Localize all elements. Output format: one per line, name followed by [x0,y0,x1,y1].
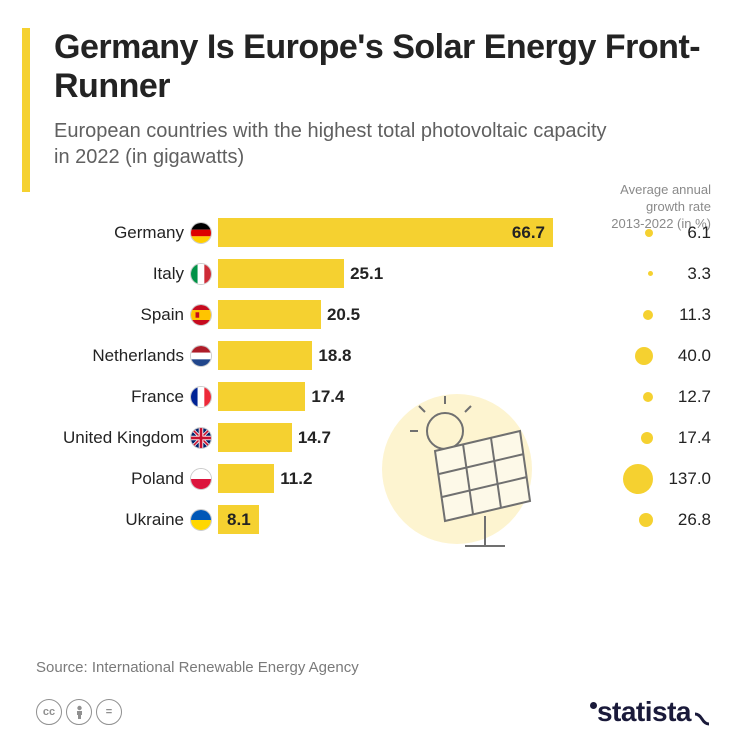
bar-area: 11.2 [218,464,581,493]
chart-row: Ukraine 8.1 26.8 [36,499,711,540]
chart-row: France 17.4 12.7 [36,376,711,417]
statista-logo: statista [590,696,711,728]
country-label: Poland [36,469,190,489]
growth-dot [643,392,653,402]
brand-text: statista [597,696,691,728]
bar-value: 17.4 [311,387,344,407]
growth-col: 11.3 [581,305,711,325]
bar: 25.1 [218,259,344,288]
chart-subtitle: European countries with the highest tota… [54,118,614,170]
growth-value: 17.4 [661,428,711,448]
growth-value: 137.0 [661,469,711,489]
growth-dot [623,464,653,494]
growth-dot [648,271,653,276]
bar-area: 17.4 [218,382,581,411]
growth-dot [641,432,653,444]
flag-icon [190,222,212,244]
growth-dot [635,347,653,365]
flag-icon [190,427,212,449]
source-text: Source: International Renewable Energy A… [36,659,359,676]
nd-icon: = [96,699,122,725]
growth-value: 11.3 [661,305,711,325]
flag-icon [190,304,212,326]
country-label: Germany [36,223,190,243]
chart-title: Germany Is Europe's Solar Energy Front-R… [54,28,711,106]
bar: 20.5 [218,300,321,329]
growth-col: 137.0 [581,464,711,494]
growth-dot [645,229,653,237]
cc-license-badges: cc = [36,699,122,725]
chart-row: Italy 25.1 3.3 [36,253,711,294]
chart-row: United Kingdom 14.7 17.4 [36,417,711,458]
growth-col: 3.3 [581,264,711,284]
bar-area: 66.7 [218,218,581,247]
infographic-container: Germany Is Europe's Solar Energy Front-R… [0,0,747,748]
bar: 14.7 [218,423,292,452]
bar-area: 14.7 [218,423,581,452]
flag-icon [190,386,212,408]
bar: 11.2 [218,464,274,493]
growth-col: 12.7 [581,387,711,407]
growth-col: 26.8 [581,510,711,530]
country-label: Italy [36,264,190,284]
flag-icon [190,345,212,367]
bar-value: 8.1 [227,510,251,530]
country-label: United Kingdom [36,428,190,448]
flag-icon [190,509,212,531]
growth-col: 6.1 [581,223,711,243]
country-label: Spain [36,305,190,325]
growth-col: 40.0 [581,346,711,366]
bar-value: 14.7 [298,428,331,448]
country-label: Ukraine [36,510,190,530]
growth-dot [639,513,653,527]
bar-value: 25.1 [350,264,383,284]
flag-icon [190,263,212,285]
flag-icon [190,468,212,490]
bar-area: 25.1 [218,259,581,288]
bar-chart: Germany 66.7 6.1 Italy 25.1 3.3 Spain 20.5 11.3 N… [36,212,711,540]
growth-value: 12.7 [661,387,711,407]
growth-value: 6.1 [661,223,711,243]
growth-value: 40.0 [661,346,711,366]
country-label: France [36,387,190,407]
chart-row: Germany 66.7 6.1 [36,212,711,253]
growth-value: 3.3 [661,264,711,284]
footer: cc = statista [36,696,711,728]
bar-value: 18.8 [318,346,351,366]
growth-value: 26.8 [661,510,711,530]
bar-value: 66.7 [512,223,545,243]
accent-bar [22,28,30,192]
bar: 17.4 [218,382,305,411]
chart-row: Spain 20.5 11.3 [36,294,711,335]
bar: 18.8 [218,341,312,370]
bar-value: 20.5 [327,305,360,325]
growth-header-line: Average annual [611,182,711,199]
bar-area: 20.5 [218,300,581,329]
by-icon [66,699,92,725]
growth-dot [643,310,653,320]
bar-value: 11.2 [280,469,312,489]
cc-icon: cc [36,699,62,725]
bar-area: 18.8 [218,341,581,370]
bar: 66.7 [218,218,553,247]
country-label: Netherlands [36,346,190,366]
chart-row: Poland 11.2 137.0 [36,458,711,499]
chart-row: Netherlands 18.8 40.0 [36,335,711,376]
bar-area: 8.1 [218,505,581,534]
growth-col: 17.4 [581,428,711,448]
bar: 8.1 [218,505,259,534]
